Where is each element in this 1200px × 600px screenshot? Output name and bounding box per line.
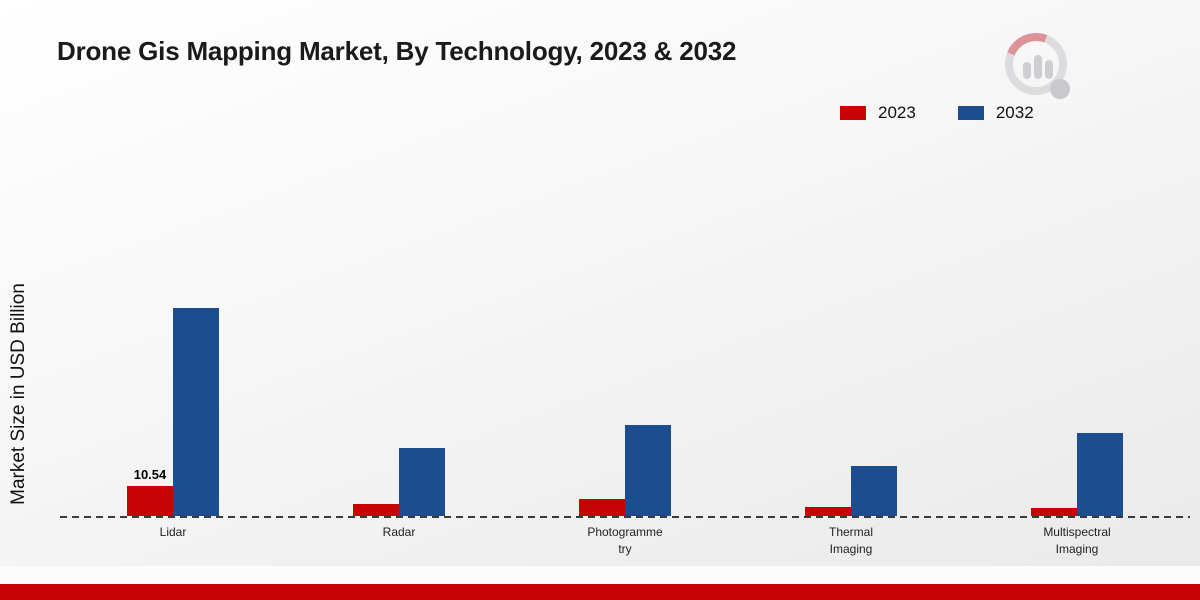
bar-group-multispectral-imaging: [964, 433, 1190, 516]
category-labels: Lidar Radar Photogramme try Thermal Imaging…: [60, 524, 1190, 559]
chart-legend: 2023 2032: [840, 103, 1034, 123]
bar-2032-multispectral-imaging: [1077, 433, 1123, 516]
logo-graphic: [1005, 33, 1070, 99]
legend-item-2023: 2023: [840, 103, 916, 123]
bar-2023-lidar: 10.54: [127, 467, 173, 516]
chart-title: Drone Gis Mapping Market, By Technology,…: [57, 36, 737, 66]
legend-label-2032: 2032: [995, 103, 1034, 122]
bar-group-lidar: 10.54: [60, 308, 286, 516]
x-axis-baseline: [60, 516, 1190, 518]
bar-2023-thermal-imaging: [805, 507, 851, 516]
category-label-radar: Radar: [382, 525, 416, 539]
footer-white-band: [0, 566, 1200, 584]
bar-2023-photogrammetry: [579, 499, 625, 516]
category-label-lidar: Lidar: [159, 525, 187, 539]
bar-2023-radar: [353, 504, 399, 516]
bar-group-photogrammetry: [512, 425, 738, 516]
legend-label-2023: 2023: [878, 103, 916, 122]
category-label-photogrammetry: Photogramme try: [587, 525, 663, 557]
plot-area: 10.54 Lidar Radar Photogramme try Thermal I…: [60, 286, 1190, 559]
legend-item-2032: 2032: [957, 103, 1034, 123]
legend-swatch-2023: [840, 106, 866, 120]
company-logo: [992, 26, 1084, 115]
bar-groups: 10.54: [60, 286, 1190, 516]
bar-2032-lidar: [173, 308, 219, 516]
y-axis-label: Market Size in USD Billion: [8, 283, 29, 505]
bar-group-radar: [286, 448, 512, 516]
bar-group-thermal-imaging: [738, 466, 964, 516]
category-label-thermal-imaging: Thermal Imaging: [828, 525, 873, 557]
bar-2023-multispectral-imaging: [1031, 508, 1077, 516]
bar-2032-thermal-imaging: [851, 466, 897, 516]
legend-swatch-2032: [957, 106, 984, 120]
bar-2032-radar: [399, 448, 445, 516]
category-label-multispectral-imaging: Multispectral Imaging: [1043, 525, 1111, 557]
bar-2032-photogrammetry: [625, 425, 671, 516]
footer-accent-bar: [0, 584, 1200, 600]
bar-value-label: 10.54: [133, 467, 167, 482]
